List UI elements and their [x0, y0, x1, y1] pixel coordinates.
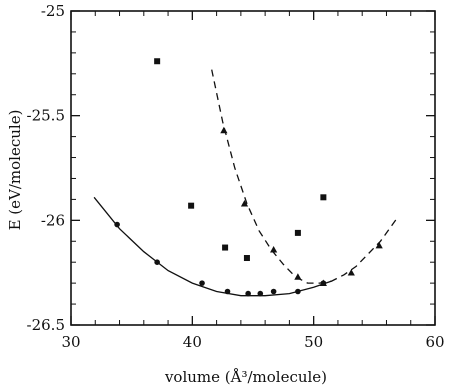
triangle-data-point [319, 279, 327, 287]
square-data-point [243, 255, 250, 262]
circle-data-point [245, 290, 251, 297]
square-data-point [294, 229, 301, 236]
square-data-point [188, 202, 195, 209]
triangle-data-point [240, 199, 249, 207]
dashed-fit-curve [211, 69, 400, 284]
circle-data-point [295, 288, 301, 295]
circle-data-point [199, 280, 205, 286]
triangle-data-point [220, 126, 228, 134]
triangle-data-point [294, 273, 302, 280]
triangle-data-point [375, 241, 383, 249]
plot-frame [70, 10, 436, 326]
circle-data-point [270, 288, 277, 295]
y-tick-label: -25 [41, 2, 65, 20]
x-tick-label: 30 [61, 333, 80, 351]
data-markers [114, 58, 383, 297]
square-data-point [222, 244, 229, 251]
axis-ticks [70, 10, 436, 326]
x-tick-label: 50 [304, 333, 323, 351]
square-data-point [154, 58, 161, 65]
y-axis-title: E (eV/molecule) [6, 110, 24, 231]
triangle-data-point [270, 246, 278, 253]
triangle-data-point [347, 269, 355, 276]
x-tick-label: 40 [183, 333, 202, 351]
x-axis-title: volume (Å³/molecule) [164, 368, 327, 386]
fit-curves [93, 69, 400, 297]
circle-data-point [257, 290, 264, 297]
solid-fit-curve [93, 196, 333, 297]
square-data-point [320, 194, 327, 201]
y-tick-label: -26 [41, 211, 65, 229]
tick-labels: 30 40 50 60 -25 -25.5 -26 -26.5 [27, 2, 445, 351]
y-tick-label: -26.5 [27, 316, 65, 334]
circle-data-point [114, 221, 120, 228]
y-tick-label: -25.5 [27, 107, 65, 125]
x-tick-label: 60 [425, 333, 444, 351]
circle-data-point [154, 259, 160, 266]
circle-data-point [224, 288, 231, 295]
